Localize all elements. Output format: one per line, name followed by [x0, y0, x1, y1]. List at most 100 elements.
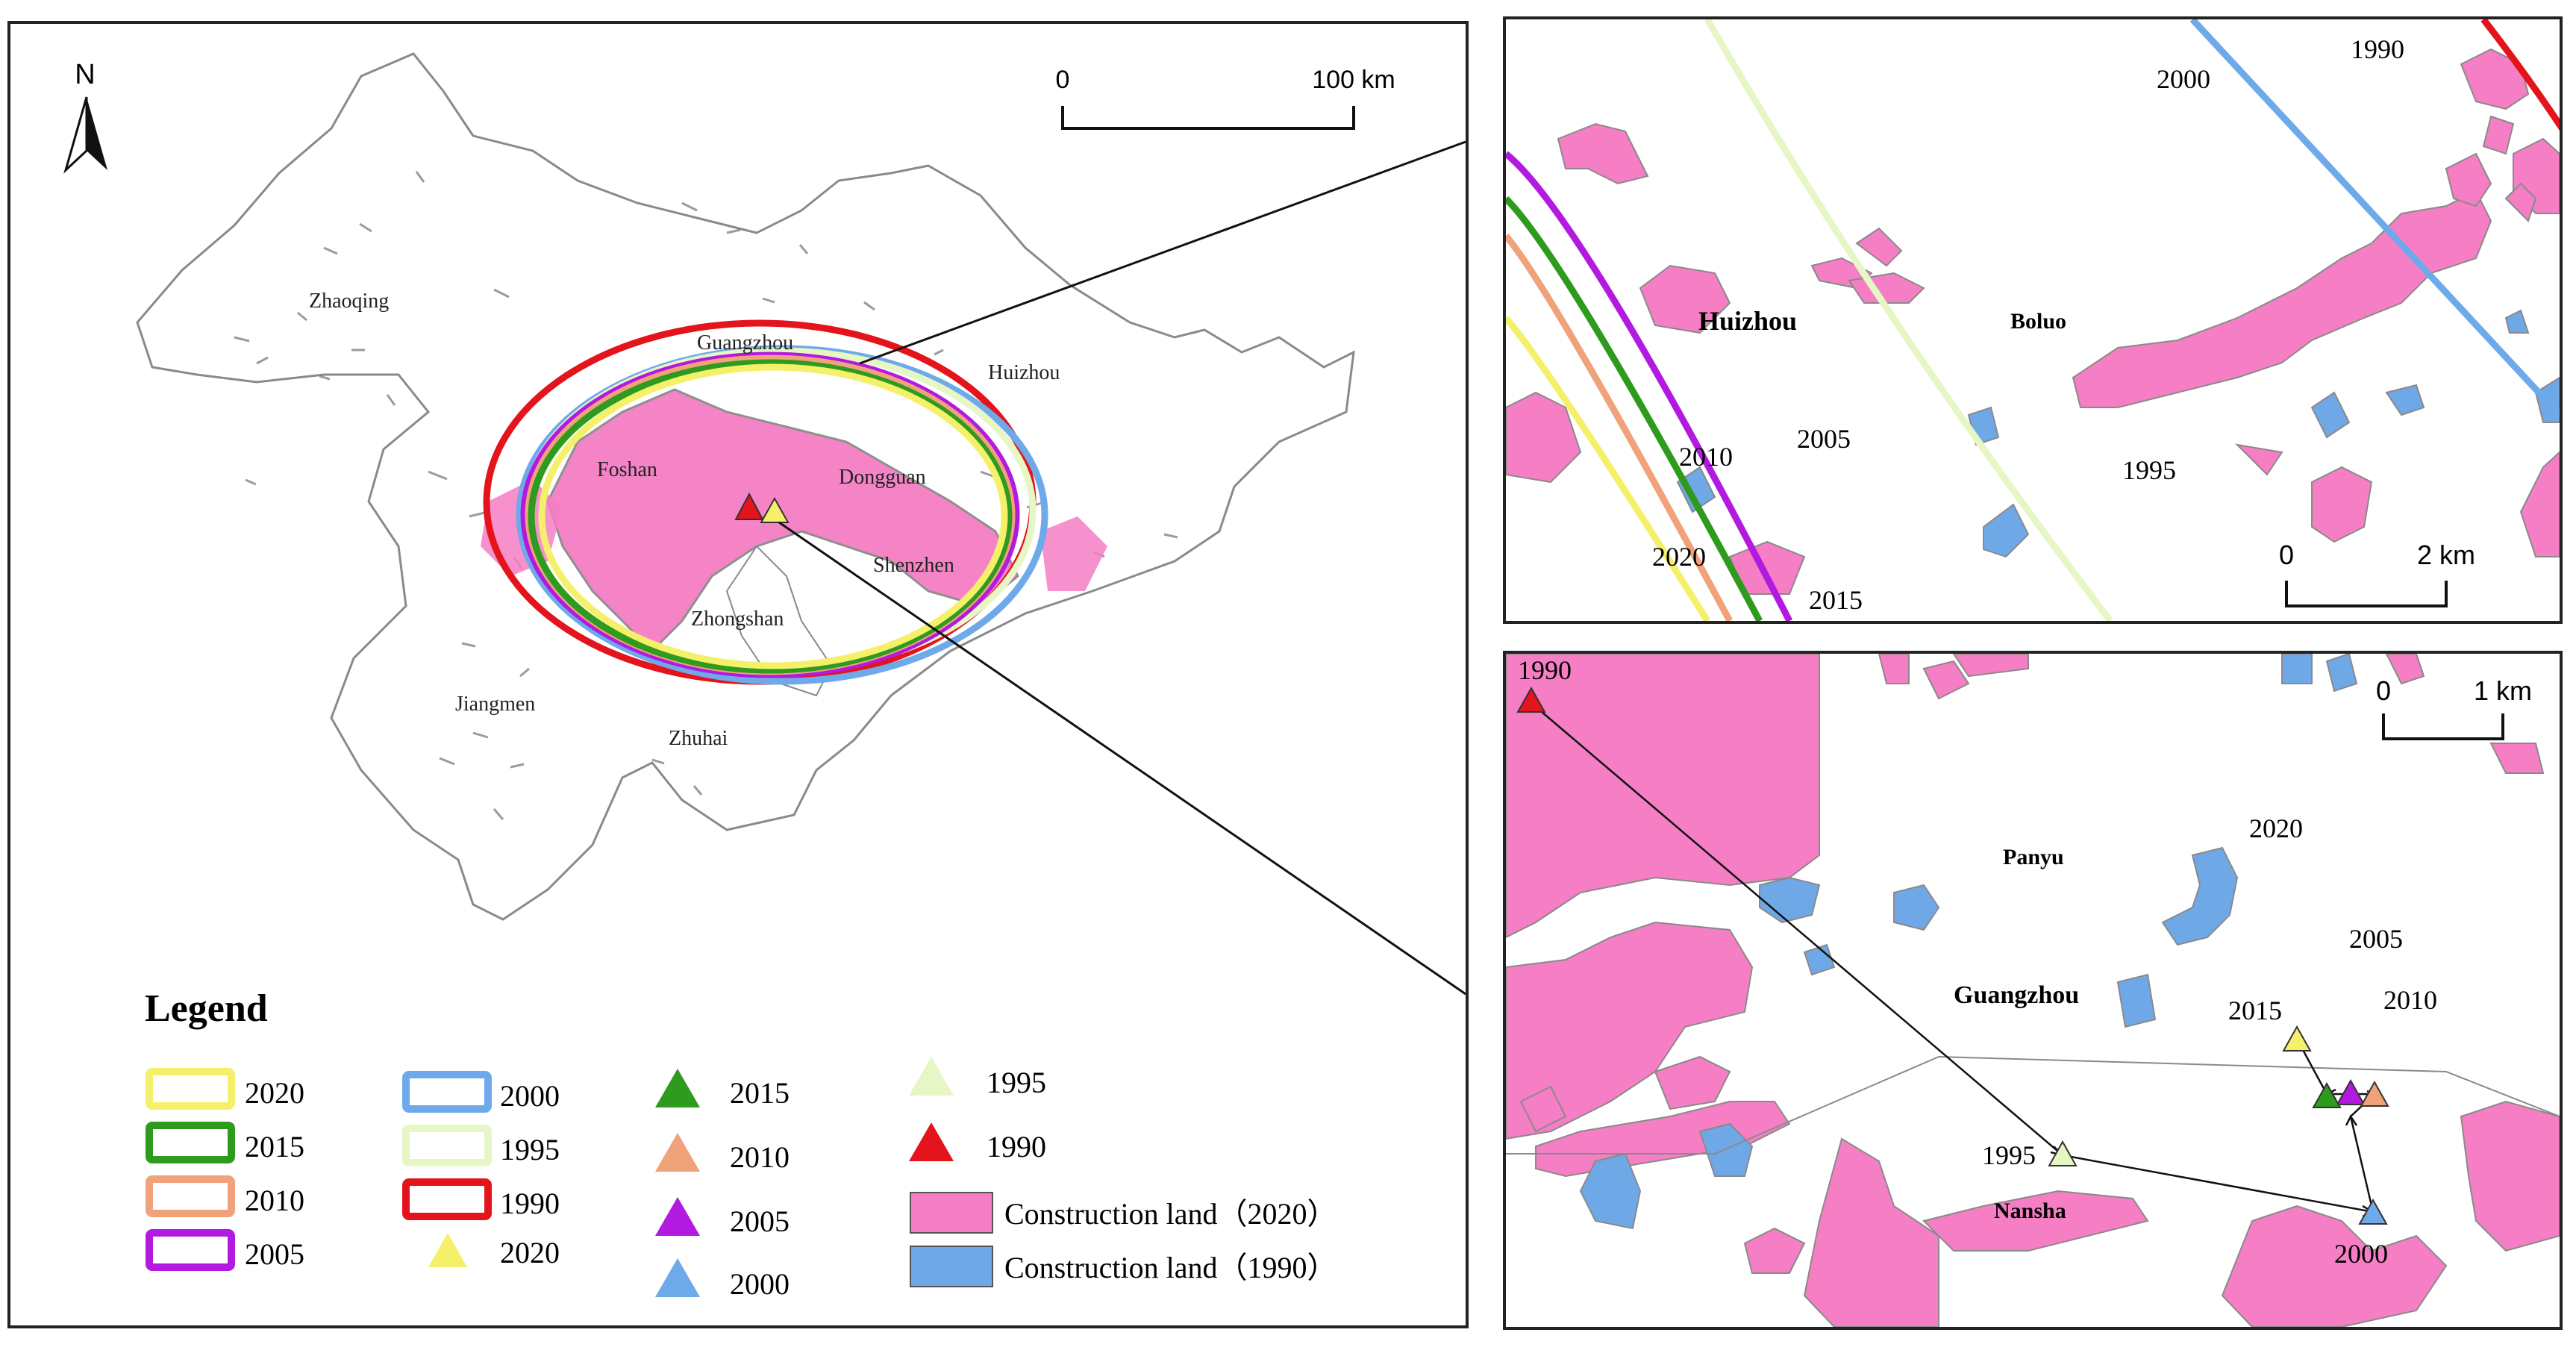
place-label-boluo: Boluo	[2010, 309, 2066, 334]
legend-label: 1995	[987, 1066, 1046, 1099]
center-1990-triangle	[1516, 686, 1546, 713]
center-2000-triangle	[2358, 1198, 2388, 1225]
year-label-2000: 2000	[2334, 1239, 2388, 1269]
north-label: N	[75, 59, 95, 90]
city-label: Shenzhen	[873, 554, 954, 577]
scale-end: 1 km	[2474, 675, 2532, 706]
north-arrow-icon-outline	[63, 96, 88, 174]
legend: Legend 2020 2015 2010 2005 2000 1995 199…	[145, 987, 1337, 1301]
connector-top	[859, 140, 1466, 365]
arc-2015	[1506, 196, 1763, 621]
year-label-2020: 2020	[2249, 813, 2303, 843]
inset-top-construction	[1506, 48, 2560, 595]
year-label-1995: 1995	[1982, 1140, 2036, 1170]
arc-2000	[2189, 19, 2560, 418]
year-label-1990: 1990	[1518, 655, 1572, 685]
scale-zero: 0	[2279, 540, 2294, 570]
north-arrow: N	[63, 59, 107, 174]
place-label-panyu: Panyu	[2003, 845, 2064, 869]
legend-triangle-2015	[655, 1069, 700, 1107]
inset-top-year-labels: 1990 2000 1995 2005 2010 2020 2015	[1652, 34, 2404, 615]
legend-triangle-2005	[655, 1197, 700, 1236]
city-labels: Zhaoqing Guangzhou Huizhou Foshan Donggu…	[309, 290, 1060, 750]
inset-top-panel: Huizhou Boluo 1990 2000 1995 2005 2010 2…	[1503, 16, 2563, 624]
connector-bottom	[778, 521, 1466, 996]
legend-swatch-1990	[402, 1178, 492, 1220]
year-label-2015: 2015	[2228, 996, 2282, 1025]
center-1990-triangle	[734, 492, 764, 520]
place-label-guangzhou: Guangzhou	[1954, 981, 2079, 1009]
year-label-2010: 2010	[1679, 442, 1733, 472]
river-channel	[725, 545, 833, 697]
legend-label: 2005	[245, 1237, 304, 1271]
legend-label: Construction land（1990）	[1004, 1251, 1337, 1284]
city-label: Huizhou	[988, 361, 1060, 384]
center-2010-triangle	[2360, 1080, 2389, 1107]
inset-top-svg: Huizhou Boluo 1990 2000 1995 2005 2010 2…	[1506, 19, 2560, 621]
inset-top-scale-bar: 0 2 km	[2279, 540, 2475, 607]
city-label: Guangzhou	[697, 331, 793, 354]
arc-2005	[1506, 151, 1793, 621]
inset-bottom-year-labels: 1990 2020 2005 2015 2010 1995 2000	[1518, 655, 2437, 1269]
ellipse-2015	[528, 359, 1013, 674]
legend-title: Legend	[145, 987, 268, 1030]
legend-triangle-2010	[655, 1133, 700, 1172]
main-map-svg: Zhaoqing Guangzhou Huizhou Foshan Donggu…	[63, 52, 1466, 1301]
city-label: Zhongshan	[691, 607, 784, 631]
inset-bottom-construction-1990	[1579, 654, 2358, 1230]
main-map-panel: Zhaoqing Guangzhou Huizhou Foshan Donggu…	[7, 21, 1469, 1328]
scale-zero: 0	[1056, 66, 1070, 94]
legend-swatch-construction-1990	[910, 1246, 993, 1287]
center-2020-triangle	[760, 496, 790, 523]
year-label-2005: 2005	[1797, 424, 1851, 454]
inset-top-ellipse-arcs	[1506, 19, 2560, 621]
inset-bottom-svg: Panyu Guangzhou Nansha 1990 2020 2005 20…	[1506, 654, 2560, 1327]
city-label: Foshan	[597, 458, 657, 481]
legend-label: 2005	[730, 1205, 790, 1238]
legend-swatch-2005	[146, 1229, 235, 1271]
legend-triangle-1995	[909, 1057, 954, 1096]
legend-label: 2000	[500, 1079, 560, 1113]
sde-ellipses	[483, 319, 1048, 685]
scale-end: 100 km	[1312, 66, 1395, 94]
city-label: Zhuhai	[669, 727, 728, 750]
center-2020-triangle	[2282, 1025, 2312, 1052]
legend-label: 2020	[245, 1076, 304, 1110]
legend-label: 1995	[500, 1133, 560, 1166]
legend-label: 2015	[730, 1076, 790, 1110]
scale-end: 2 km	[2417, 540, 2475, 570]
legend-swatch-2020	[146, 1068, 235, 1110]
place-label-nansha: Nansha	[1994, 1199, 2066, 1223]
year-label-2015: 2015	[1809, 585, 1863, 615]
year-label-2005: 2005	[2349, 924, 2403, 954]
legend-swatch-2000	[402, 1071, 492, 1113]
district-boundary	[1506, 1055, 2560, 1155]
center-1995-triangle	[2048, 1140, 2078, 1166]
legend-label: 2010	[245, 1184, 304, 1217]
city-label: Zhaoqing	[309, 290, 389, 313]
legend-label: 1990	[500, 1187, 560, 1220]
legend-triangle-2020	[428, 1233, 467, 1267]
legend-label: 2015	[245, 1130, 304, 1163]
center-2015-triangle	[2312, 1081, 2342, 1108]
inset-bottom-panel: Panyu Guangzhou Nansha 1990 2020 2005 20…	[1503, 651, 2563, 1330]
arc-1995	[1704, 19, 2113, 621]
arc-2020	[1506, 316, 1710, 621]
year-label-2000: 2000	[2157, 64, 2210, 94]
place-label-huizhou: Huizhou	[1698, 306, 1797, 336]
year-label-1995: 1995	[2122, 455, 2176, 485]
inset-bottom-scale-bar: 0 1 km	[2376, 675, 2532, 740]
year-label-1990: 1990	[2351, 34, 2404, 64]
legend-triangle-2000	[655, 1258, 700, 1297]
legend-label: 2020	[500, 1236, 560, 1269]
legend-swatch-construction-2020	[910, 1192, 993, 1234]
city-label: Dongguan	[839, 466, 926, 489]
year-label-2010: 2010	[2383, 985, 2437, 1015]
legend-triangle-1990	[909, 1122, 954, 1161]
ellipse-2020	[538, 363, 1008, 669]
legend-label: Construction land（2020）	[1004, 1197, 1337, 1231]
legend-swatch-2015	[146, 1122, 235, 1163]
city-label: Jiangmen	[455, 693, 535, 716]
legend-swatch-1995	[402, 1125, 492, 1166]
scale-zero: 0	[2376, 675, 2391, 706]
